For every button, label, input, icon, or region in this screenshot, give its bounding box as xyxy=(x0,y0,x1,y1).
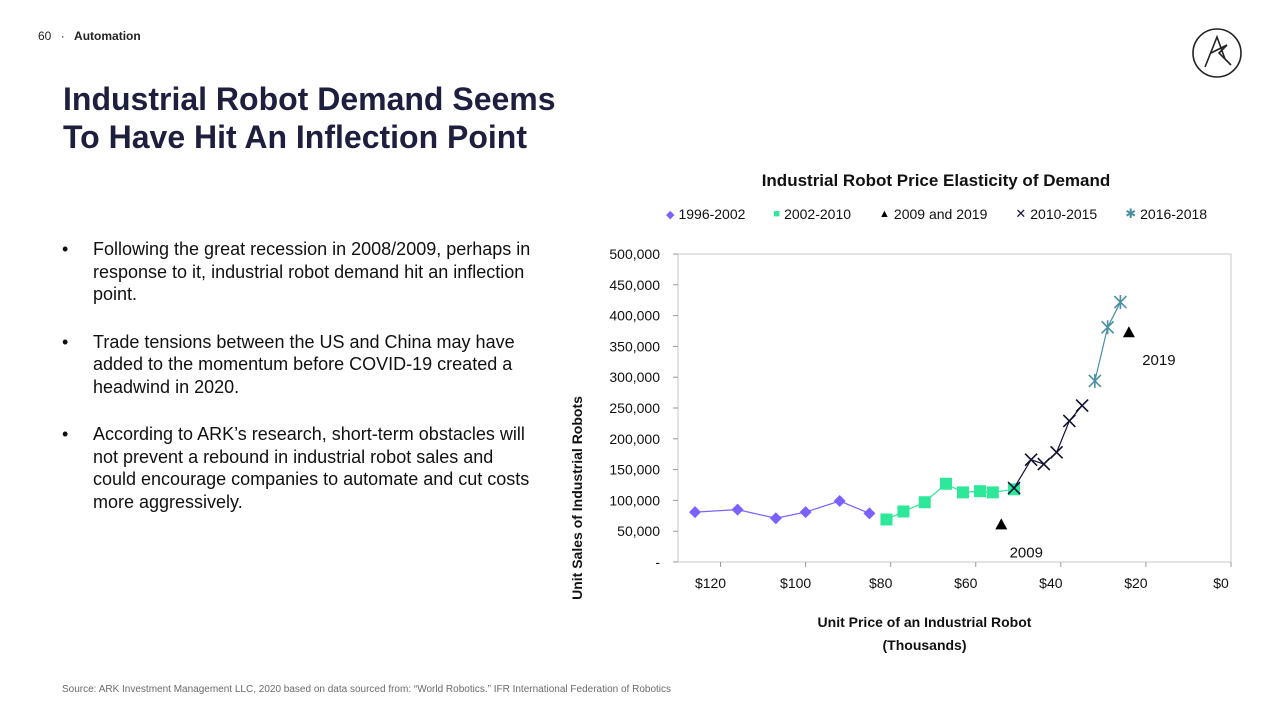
annotation-label: 2019 xyxy=(1142,352,1175,369)
legend-item-2002-2010: ■ 2002-2010 xyxy=(773,206,851,222)
legend-label: 2010-2015 xyxy=(1030,206,1098,222)
y-tick-label: 500,000 xyxy=(609,246,660,262)
y-tick-label: 150,000 xyxy=(609,462,660,478)
series-2016-2018 xyxy=(1088,295,1127,388)
data-point xyxy=(1008,483,1021,496)
annotation-label: 2009 xyxy=(1010,544,1043,561)
legend-label: 2002-2010 xyxy=(784,206,852,222)
data-point xyxy=(863,507,876,520)
legend-item-2010-2015: ✕ 2010-2015 xyxy=(1015,206,1097,222)
legend-item-2016-2018: ✱ 2016-2018 xyxy=(1125,206,1207,222)
diamond-icon: ◆ xyxy=(666,208,675,221)
bullet-item: Trade tensions between the US and China … xyxy=(62,331,532,399)
data-point xyxy=(974,485,987,498)
section-label: Automation xyxy=(74,29,141,43)
x-axis-label: Unit Price of an Industrial Robot xyxy=(818,614,1032,630)
x-tick-label: $20 xyxy=(1124,575,1148,591)
data-point xyxy=(833,495,846,508)
y-tick-label: 300,000 xyxy=(609,369,660,385)
series-2002-2010 xyxy=(880,477,1021,526)
data-point xyxy=(1113,295,1127,310)
data-point xyxy=(1122,326,1135,338)
legend-item-1996-2002: ◆ 1996-2002 xyxy=(666,206,745,222)
header-separator: · xyxy=(60,29,65,43)
data-point xyxy=(731,503,744,516)
y-tick-label: 50,000 xyxy=(617,523,660,539)
series-line xyxy=(1094,301,1121,382)
page-title: Industrial Robot Demand Seems To Have Hi… xyxy=(63,80,623,156)
series-1996-2002 xyxy=(689,495,876,525)
data-point xyxy=(799,506,812,519)
data-point xyxy=(939,477,952,490)
source-note: Source: ARK Investment Management LLC, 2… xyxy=(62,684,672,695)
x-tick-label: $80 xyxy=(869,575,893,591)
data-point xyxy=(1007,481,1021,495)
data-point xyxy=(957,486,970,499)
data-point xyxy=(1062,414,1076,428)
y-tick-label: 350,000 xyxy=(609,338,660,354)
series-2009 and 2019 xyxy=(995,326,1135,530)
data-point xyxy=(986,486,999,499)
y-tick-label: 200,000 xyxy=(609,431,660,447)
chart-title: Industrial Robot Price Elasticity of Dem… xyxy=(761,171,1111,190)
data-point xyxy=(1037,457,1051,471)
data-point xyxy=(1088,373,1102,388)
x-tick-label: $100 xyxy=(780,575,811,591)
data-point xyxy=(769,512,782,525)
y-tick-label: 250,000 xyxy=(609,400,660,416)
x-tick-label: $0 xyxy=(1213,575,1229,591)
bullet-item: According to ARK’s research, short-term … xyxy=(62,423,532,513)
y-tick-label: - xyxy=(655,554,660,570)
square-icon: ■ xyxy=(773,208,781,220)
star-icon: ✱ xyxy=(1125,206,1137,221)
data-point xyxy=(995,518,1008,530)
y-tick-label: 450,000 xyxy=(609,277,660,293)
plot-area xyxy=(677,253,1232,563)
triangle-icon: ▲ xyxy=(879,208,890,220)
data-point xyxy=(880,513,893,526)
chart-legend: ◆ 1996-2002 ■ 2002-2010 ▲ 2009 and 2019 … xyxy=(666,206,1226,222)
x-mark-icon: ✕ xyxy=(1015,206,1027,221)
bullet-list: Following the great recession in 2008/20… xyxy=(62,238,532,538)
title-line-1: Industrial Robot Demand Seems xyxy=(63,81,556,117)
legend-label: 1996-2002 xyxy=(678,206,746,222)
page-header: 60 · Automation xyxy=(38,29,141,43)
x-tick-label: $120 xyxy=(695,575,726,591)
data-point xyxy=(918,496,931,509)
title-line-2: To Have Hit An Inflection Point xyxy=(63,119,527,155)
legend-label: 2016-2018 xyxy=(1140,206,1208,222)
data-point xyxy=(1075,398,1089,413)
y-tick-label: 400,000 xyxy=(609,308,660,324)
y-axis-label: Unit Sales of Industrial Robots xyxy=(569,396,585,600)
y-tick-label: 100,000 xyxy=(609,492,660,508)
legend-item-2009-2019: ▲ 2009 and 2019 xyxy=(879,206,987,222)
page-number: 60 xyxy=(38,29,52,43)
data-point xyxy=(689,506,702,519)
ark-logo-icon xyxy=(1192,28,1242,78)
data-point xyxy=(1024,453,1038,467)
x-tick-label: $40 xyxy=(1039,575,1063,591)
legend-label: 2009 and 2019 xyxy=(893,206,988,222)
series-line xyxy=(694,500,870,519)
data-point xyxy=(1101,320,1115,335)
series-2010-2015 xyxy=(1007,398,1089,495)
data-point xyxy=(1050,445,1064,459)
x-tick-label: $60 xyxy=(954,575,978,591)
bullet-item: Following the great recession in 2008/20… xyxy=(62,238,532,306)
data-point xyxy=(897,505,910,518)
x-axis-label-units: (Thousands) xyxy=(883,637,967,653)
